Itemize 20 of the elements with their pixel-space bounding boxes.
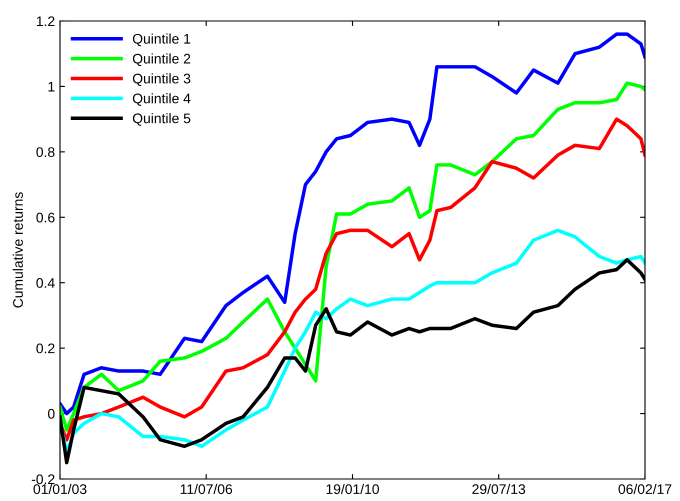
line-series [60, 32, 645, 416]
x-tick-label: 19/01/10 [326, 484, 379, 494]
x-tick-label: 29/07/13 [472, 484, 526, 494]
legend-label: Quintile 4 [132, 93, 190, 106]
legend-label: Quintile 2 [132, 53, 190, 66]
x-tick-label: 06/02/17 [618, 484, 672, 494]
x-tick-label: 11/07/06 [180, 484, 232, 494]
legend-label: Quintile 5 [132, 113, 190, 126]
y-tick-label: 0.8 [36, 147, 55, 158]
y-tick-label: 1.2 [36, 16, 54, 26]
x-tick-label: 01/01/03 [34, 484, 86, 494]
y-tick-label: 0.4 [36, 278, 55, 288]
y-axis-title: Cumulative returns [12, 192, 23, 308]
legend-label: Quintile 1 [132, 34, 190, 46]
y-tick-label: 1 [48, 82, 54, 92]
legend-label: Quintile 3 [132, 73, 190, 86]
y-tick-label: 0 [48, 408, 55, 419]
y-tick-label: 0.6 [36, 212, 55, 222]
y-tick-label: -0.2 [32, 474, 54, 484]
y-tick-label: 0.2 [36, 343, 54, 354]
